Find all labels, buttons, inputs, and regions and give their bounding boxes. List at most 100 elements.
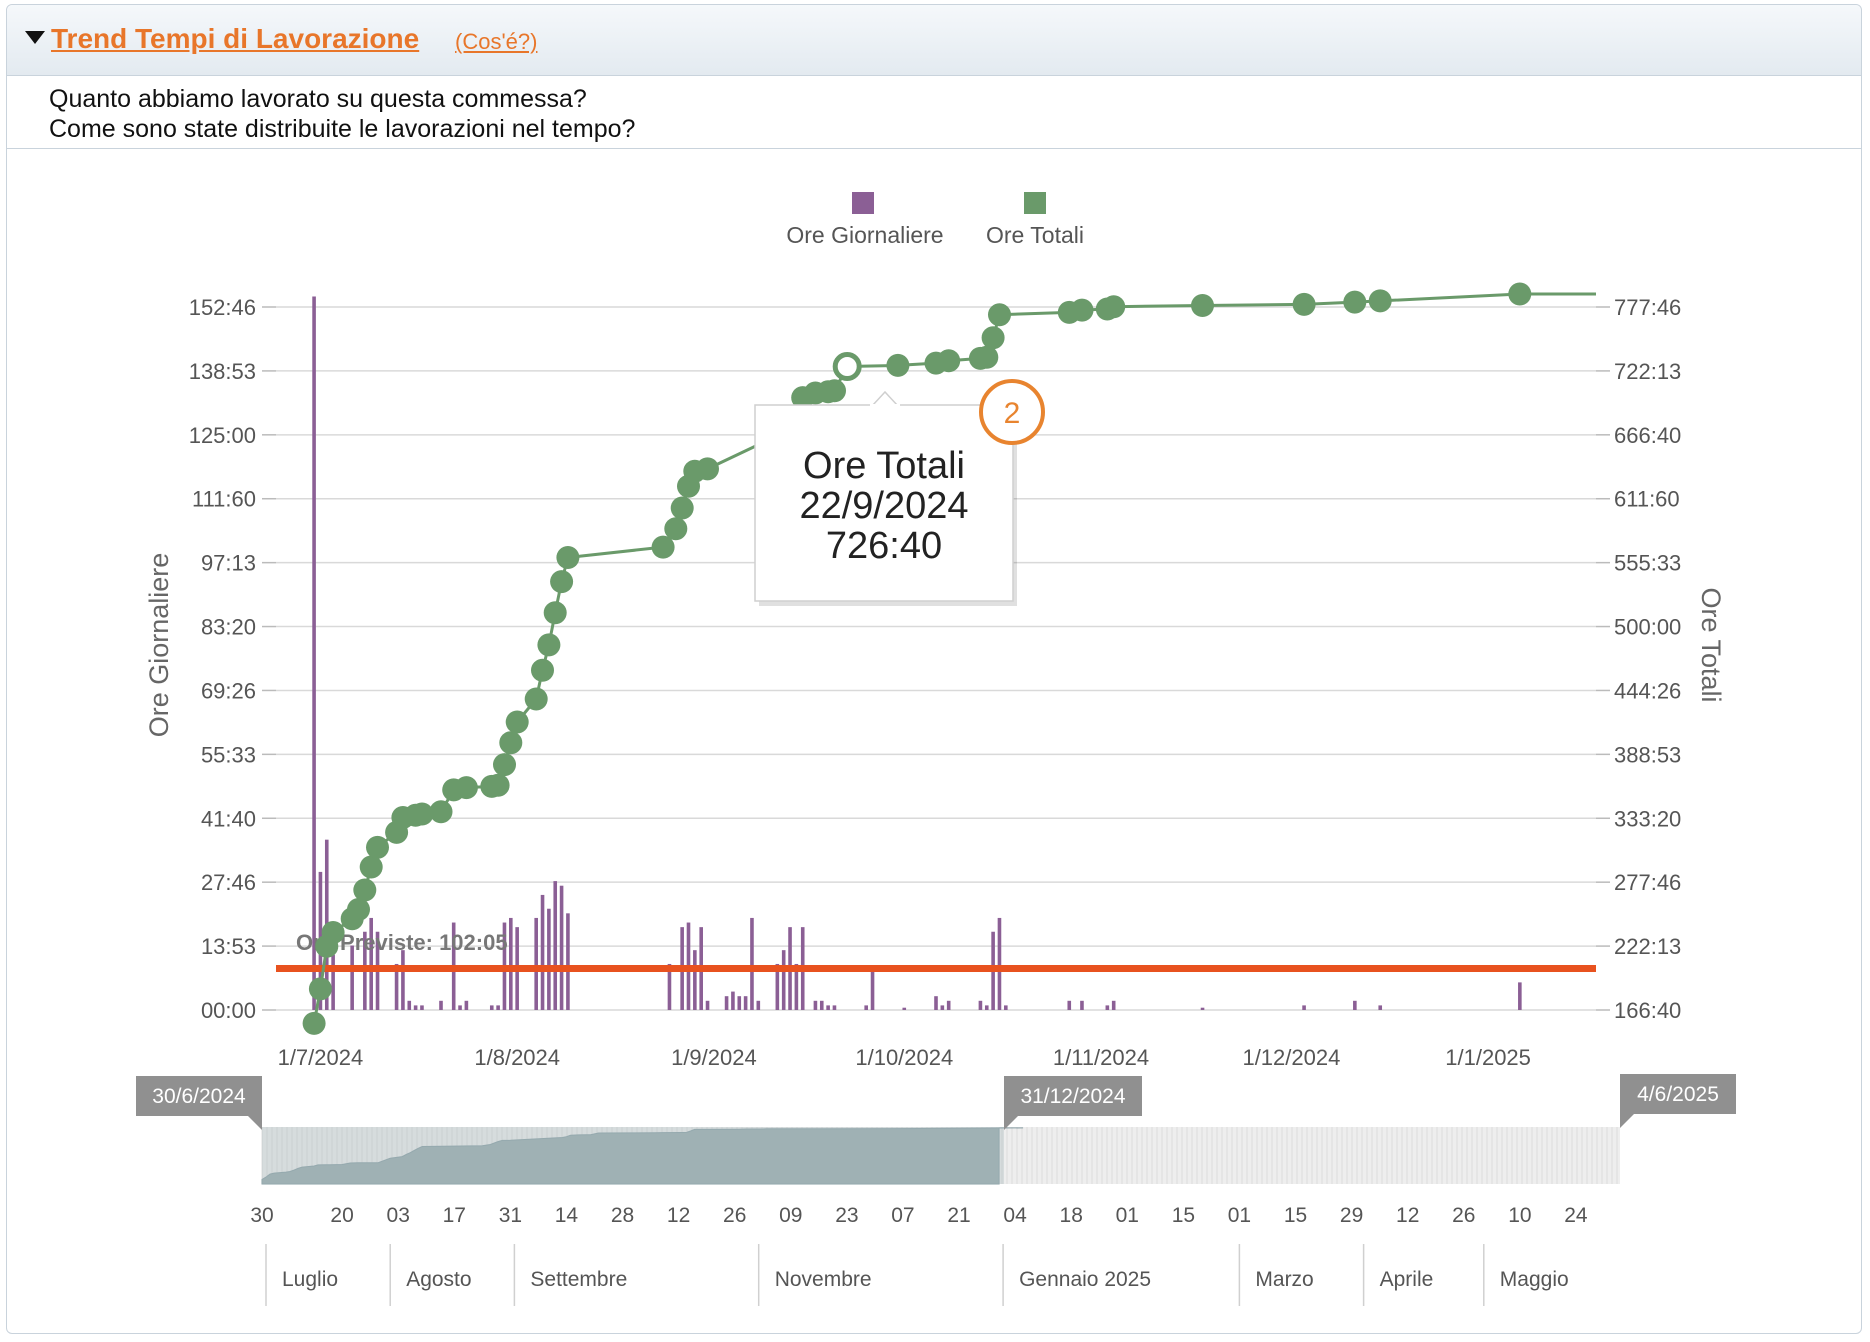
daily-bar[interactable] [756,1000,761,1010]
ore-totali-point[interactable] [531,658,554,682]
daily-bar[interactable] [1105,1005,1110,1010]
daily-bar[interactable] [489,1005,494,1010]
daily-bar[interactable] [864,1005,868,1010]
ore-totali-point[interactable] [670,496,694,520]
daily-bar[interactable] [547,908,551,1010]
ore-totali-point[interactable] [823,379,846,403]
ore-totali-point[interactable] [454,776,478,800]
daily-bar[interactable] [566,913,570,1010]
ore-totali-point[interactable] [1292,292,1316,316]
panel-title-link[interactable]: Trend Tempi di Lavorazione [51,23,420,54]
daily-bar[interactable] [1378,1005,1383,1010]
ore-totali-point[interactable] [1508,282,1532,306]
ore-totali-point[interactable] [981,326,1005,350]
ore-totali-point[interactable] [493,753,516,777]
daily-bar[interactable] [420,1005,424,1010]
daily-bar[interactable] [934,996,938,1010]
daily-bar[interactable] [978,1000,983,1010]
hovered-point[interactable] [832,352,862,381]
daily-bar[interactable] [1080,1000,1084,1010]
ore-totali-point[interactable] [429,800,453,824]
daily-bar[interactable] [407,1000,412,1010]
daily-bar[interactable] [832,1005,837,1010]
daily-bar[interactable] [1004,1005,1008,1010]
daily-bar[interactable] [369,917,373,1010]
daily-bar[interactable] [737,996,742,1010]
daily-bar[interactable] [705,1000,710,1010]
daily-bar[interactable] [350,945,354,1010]
ore-totali-point[interactable] [366,835,389,859]
legend-swatch-ore-totali[interactable] [1024,192,1046,214]
ore-totali-point[interactable] [937,349,961,373]
daily-bar[interactable] [439,1000,443,1010]
daily-bar[interactable] [312,296,316,1010]
ore-totali-point[interactable] [321,921,345,944]
daily-bar[interactable] [464,1000,469,1010]
ore-totali-point[interactable] [1343,290,1367,314]
daily-bar[interactable] [509,917,513,1010]
range-navigator[interactable]: 30/6/2024 31/12/2024 4/6/2025 30 20 03 17 31… [136,1074,1736,1306]
ore-totali-point[interactable] [988,303,1011,327]
ore-totali-point[interactable] [302,1011,326,1035]
daily-bar[interactable] [731,991,735,1010]
ore-totali-point[interactable] [353,878,377,902]
daily-bar[interactable] [1111,1000,1116,1010]
daily-bar[interactable] [496,1005,500,1010]
daily-bar[interactable] [826,1005,830,1010]
ore-totali-point[interactable] [524,687,548,711]
help-link[interactable]: (Cos'é?) [455,29,538,54]
daily-bar[interactable] [940,1005,945,1010]
ore-totali-point[interactable] [1070,298,1094,322]
daily-bar[interactable] [1353,1000,1357,1010]
ore-totali-point[interactable] [1191,294,1214,317]
daily-bar[interactable] [750,917,754,1010]
daily-bar[interactable] [794,963,799,1010]
legend-label-ore-totali[interactable]: Ore Totali [986,222,1084,248]
ore-totali-point[interactable] [651,535,675,559]
daily-bar[interactable] [458,1005,462,1010]
ore-totali-point[interactable] [499,731,523,755]
daily-bar[interactable] [394,963,399,1010]
daily-bar[interactable] [870,968,875,1010]
chart-legend[interactable]: Ore Giornaliere Ore Totali [786,192,1084,248]
ore-totali-point[interactable] [696,457,719,481]
daily-bar[interactable] [693,950,697,1010]
ore-totali-point[interactable] [543,601,567,625]
ore-totali-point[interactable] [347,898,370,921]
ore-totali-point[interactable] [505,710,529,734]
daily-bar[interactable] [819,1000,824,1010]
daily-bar[interactable] [413,1005,418,1010]
range-end-flag[interactable] [1620,1074,1736,1114]
ore-totali-point[interactable] [410,802,434,826]
daily-bar[interactable] [1518,982,1522,1010]
daily-bar[interactable] [1200,1007,1205,1010]
legend-label-ore-giornaliere[interactable]: Ore Giornaliere [786,222,943,248]
ore-totali-point[interactable] [886,353,910,377]
legend-swatch-ore-giornaliere[interactable] [852,192,874,214]
daily-bar[interactable] [559,885,564,1010]
ore-totali-point[interactable] [550,570,574,594]
daily-bar[interactable] [667,963,672,1010]
daily-bar[interactable] [997,917,1002,1010]
daily-bar[interactable] [775,963,780,1010]
daily-bar[interactable] [401,950,405,1010]
daily-bar[interactable] [540,894,545,1010]
ore-totali-point[interactable] [664,517,688,541]
ore-totali-point[interactable] [359,855,383,879]
ore-totali-points[interactable] [302,282,1532,1035]
daily-bar[interactable] [1067,1000,1072,1010]
ore-totali-point[interactable] [537,633,561,657]
daily-bar[interactable] [902,1007,907,1010]
daily-bar[interactable] [946,1000,951,1010]
ore-totali-point[interactable] [1368,289,1392,313]
daily-bar[interactable] [743,996,748,1010]
daily-bar[interactable] [781,950,786,1010]
collapse-triangle-icon[interactable] [25,31,45,44]
ore-totali-point[interactable] [1102,295,1126,319]
ore-totali-point[interactable] [975,345,999,369]
daily-bar[interactable] [534,917,538,1010]
daily-bar[interactable] [331,954,335,1010]
range-start-flag[interactable] [136,1076,262,1116]
navigator-selection-shade[interactable] [262,1127,1004,1184]
ore-totali-point[interactable] [486,773,510,797]
